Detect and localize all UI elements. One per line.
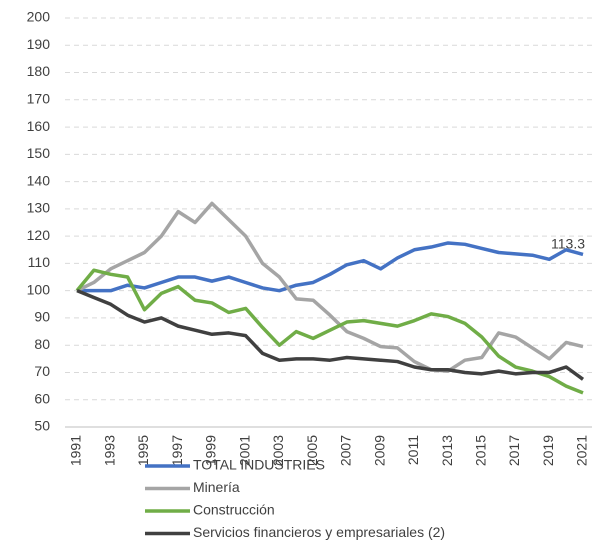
x-tick-label: 1995	[135, 435, 151, 466]
x-tick-label: 2003	[270, 435, 286, 466]
legend-label: Construcción	[193, 502, 275, 518]
series-line	[75, 268, 584, 395]
x-tick-label: 1997	[169, 435, 185, 466]
y-tick-label: 160	[27, 118, 51, 134]
series-line	[77, 241, 584, 293]
legend-label: TOTAL INDUSTRIES	[193, 457, 325, 473]
y-tick-label: 70	[34, 363, 50, 379]
y-tick-label: 110	[28, 254, 51, 270]
series-line	[76, 289, 585, 381]
y-tick-label: 60	[34, 390, 50, 406]
y-tick-label: 100	[27, 281, 51, 297]
legend-label: Servicios financieros y empresariales (2…	[193, 524, 445, 540]
x-tick-label: 2005	[304, 435, 320, 466]
y-tick-label: 180	[27, 63, 51, 79]
annotation: 113.3	[551, 236, 585, 252]
x-tick-label: 2017	[506, 435, 522, 466]
y-tick-label: 50	[34, 418, 50, 434]
y-tick-label: 120	[27, 227, 51, 243]
y-tick-label: 190	[27, 36, 51, 52]
y-tick-label: 130	[27, 200, 51, 216]
x-tick-label: 2001	[236, 435, 252, 466]
series-line	[76, 201, 584, 373]
legend-label: Minería	[193, 479, 240, 495]
x-tick-label: 1991	[68, 435, 84, 466]
y-tick-label: 200	[27, 9, 51, 25]
y-tick-label: 150	[27, 145, 51, 161]
x-tick-label: 1999	[203, 435, 219, 466]
x-tick-label: 2009	[371, 435, 387, 466]
y-tick-label: 90	[34, 309, 50, 325]
y-tick-label: 80	[34, 336, 50, 352]
x-tick-label: 1993	[101, 435, 117, 466]
x-tick-label: 2019	[540, 435, 556, 466]
x-tick-label: 2013	[439, 435, 455, 466]
x-tick-label: 2007	[338, 435, 354, 466]
x-tick-label: 2011	[405, 435, 421, 465]
y-tick-label: 140	[27, 172, 51, 188]
x-tick-label: 2015	[473, 435, 489, 466]
x-tick-label: 2021	[574, 435, 590, 466]
y-tick-label: 170	[27, 91, 51, 107]
